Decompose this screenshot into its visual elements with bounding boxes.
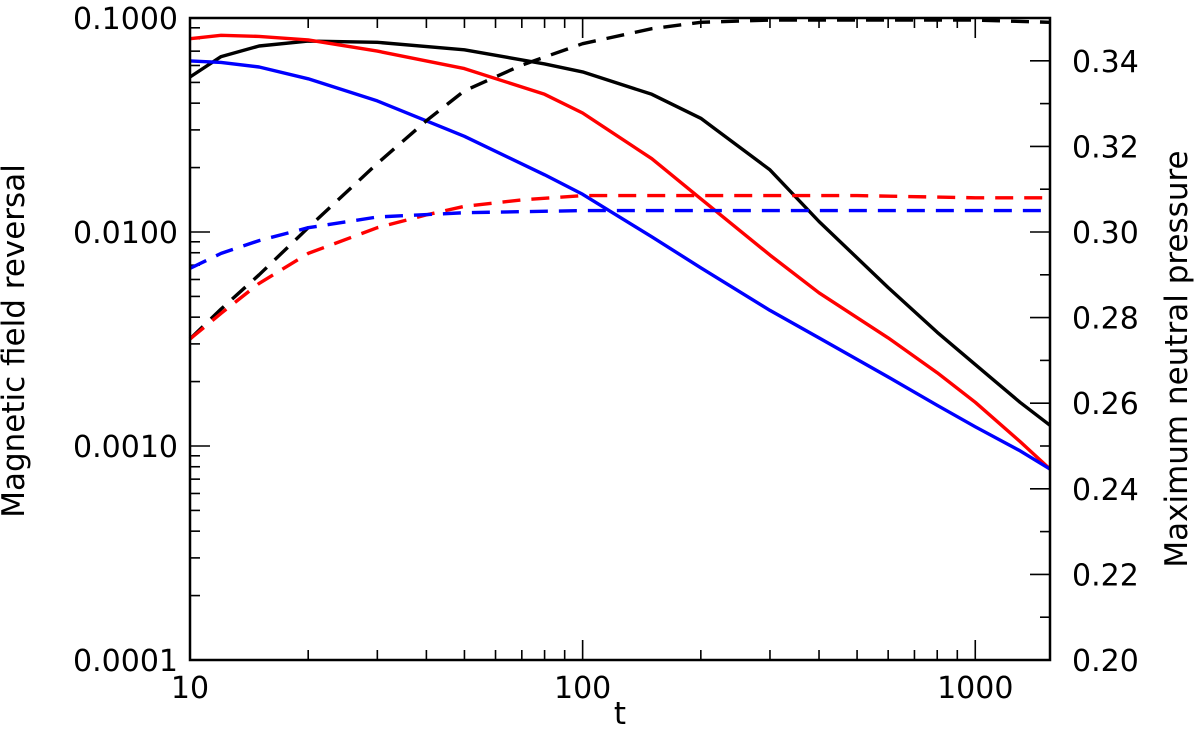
series-lines xyxy=(188,18,1052,471)
left-y-tick-label: 0.0010 xyxy=(73,430,178,465)
solid-series-line-3 xyxy=(189,59,1051,471)
right-y-tick-label: 0.34 xyxy=(1072,45,1139,80)
solid-series-line-2 xyxy=(189,33,1052,471)
right-y-tick-label: 0.30 xyxy=(1072,216,1139,251)
dashed-series-line-5 xyxy=(188,193,1050,341)
right-y-tick-label: 0.20 xyxy=(1072,644,1139,679)
left-y-axis-label: Magnetic field reversal xyxy=(0,164,32,518)
tick-marks xyxy=(189,17,1050,661)
plot-frame xyxy=(188,16,1052,662)
x-tick-label: 1000 xyxy=(937,671,1013,706)
right-y-tick-label: 0.22 xyxy=(1072,558,1139,593)
x-tick-label: 10 xyxy=(171,671,209,706)
right-y-axis-label: Maximum neutral pressure xyxy=(1159,150,1195,567)
left-y-tick-label: 0.0100 xyxy=(73,216,178,251)
left-y-tick-label: 0.0001 xyxy=(73,644,178,679)
tick-labels: 10 100 1000 0.0001 0.0010 0.0100 0.1000 0.20 0.2… xyxy=(73,2,1139,706)
right-y-tick-label: 0.32 xyxy=(1072,130,1139,165)
right-y-tick-label: 0.26 xyxy=(1072,387,1139,422)
solid-series-line-1 xyxy=(189,39,1052,427)
x-axis-label: t xyxy=(614,696,626,732)
dashed-series-line-6 xyxy=(189,208,1050,270)
dashed-series-line-4 xyxy=(188,18,1051,341)
left-y-tick-label: 0.1000 xyxy=(73,2,178,37)
right-y-tick-label: 0.24 xyxy=(1072,473,1139,508)
right-y-tick-label: 0.28 xyxy=(1072,302,1139,337)
x-tick-label: 100 xyxy=(554,671,611,706)
